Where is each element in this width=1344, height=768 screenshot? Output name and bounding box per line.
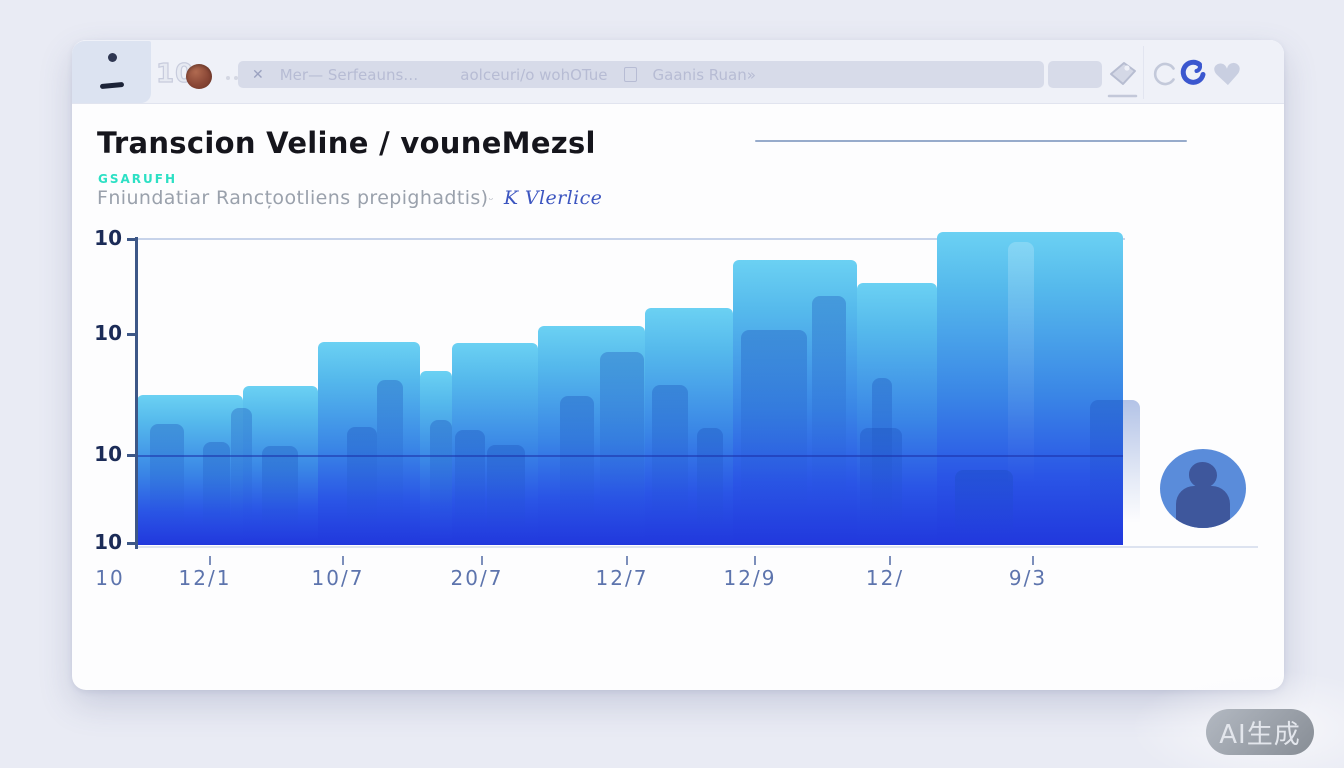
chart-bar-texture xyxy=(697,428,723,545)
chart-bar-texture xyxy=(652,385,688,545)
y-axis-line xyxy=(135,237,138,549)
chart-bar-texture xyxy=(812,296,846,545)
subtitle-mark: ᵕ xyxy=(488,193,494,207)
tab-menu-icon xyxy=(108,53,117,62)
tag-icon[interactable] xyxy=(1102,56,1146,102)
header-divider-line xyxy=(755,140,1187,142)
chart-bar xyxy=(857,283,937,545)
category-badge: GSARUFH xyxy=(98,172,178,186)
chart-bar xyxy=(645,308,733,545)
y-axis-tick xyxy=(127,454,136,457)
page-subtitle: Fniundatiar Rancțootliens prepighadtis)ᵕ… xyxy=(97,187,602,209)
address-segment: Gaanis Ruan» xyxy=(652,65,756,84)
x-axis-label: 12/1 xyxy=(178,566,232,590)
chart-bar-texture xyxy=(347,427,377,545)
x-axis-label: 12/7 xyxy=(595,566,649,590)
y-axis-tick xyxy=(127,542,136,545)
chart-bar xyxy=(452,343,538,545)
chart-bar xyxy=(137,395,243,545)
gridline-mid xyxy=(137,455,1123,457)
x-axis-label: 12/9 xyxy=(723,566,777,590)
x-axis-baseline xyxy=(137,546,1258,548)
x-axis-tick xyxy=(889,556,891,565)
chart-bar-texture xyxy=(455,430,485,545)
chrome-dot xyxy=(226,76,230,80)
x-axis-label: 9/3 xyxy=(1008,566,1048,590)
y-axis-tick xyxy=(127,238,136,241)
address-bar[interactable]: ✕ Mer— Serfeauns… aolceuri/o wohOTue Gaa… xyxy=(238,61,1044,88)
chart-bar xyxy=(243,386,318,545)
x-axis-tick xyxy=(481,556,483,565)
chart-bar-texture xyxy=(231,408,252,545)
x-axis-label: 12/ xyxy=(865,566,905,590)
chart-bar-texture xyxy=(203,442,230,545)
chart-bar xyxy=(538,326,645,545)
x-axis-tick xyxy=(342,556,344,565)
chart-bar xyxy=(937,232,1123,545)
chrome-divider xyxy=(1143,46,1144,99)
chart-bar-texture xyxy=(1008,242,1034,545)
chart-bar-texture xyxy=(955,470,1013,545)
subtitle-link[interactable]: K Vlerlice xyxy=(503,187,603,209)
chart-bar-texture xyxy=(560,396,594,545)
chart-bar-texture xyxy=(262,446,298,545)
chart-bar-texture xyxy=(1090,400,1140,545)
chart-bar-texture xyxy=(487,445,525,545)
avatar[interactable] xyxy=(1160,449,1246,528)
chart-bar-texture xyxy=(377,380,403,545)
clear-icon[interactable]: ✕ xyxy=(252,66,264,83)
circle-icon[interactable] xyxy=(1150,60,1178,88)
gridline-top xyxy=(137,238,1125,240)
ai-watermark-badge: AI生成 xyxy=(1206,709,1314,755)
chart-bar-texture xyxy=(872,378,892,545)
x-axis-label: 20/7 xyxy=(450,566,504,590)
toolbar-pill-button[interactable] xyxy=(1048,61,1102,88)
y-axis-tick xyxy=(127,333,136,336)
heart-icon[interactable]: ♥ xyxy=(1210,57,1245,94)
x-axis-label: 10/7 xyxy=(311,566,365,590)
x-axis-tick xyxy=(754,556,756,565)
chart-bar-texture xyxy=(150,424,184,545)
chart-bar-texture xyxy=(430,420,452,545)
y-axis-label: 10 xyxy=(94,321,122,345)
address-segment: Mer— Serfeauns… xyxy=(279,65,419,84)
chart-bar xyxy=(733,260,857,545)
chart-bar xyxy=(318,342,420,545)
x-axis-tick xyxy=(209,556,211,565)
x-axis-tick xyxy=(1032,556,1034,565)
chart-bar-texture xyxy=(600,352,644,545)
chart-bar-texture xyxy=(741,330,807,545)
browser-tab[interactable] xyxy=(72,41,151,103)
chart-bar-texture xyxy=(860,428,902,545)
avatar-head xyxy=(1189,462,1217,488)
page-title: Transcion Veline / vouneMezsl xyxy=(97,126,596,160)
subtitle-text: Fniundatiar Rancțootliens prepighadtis) xyxy=(97,187,489,209)
chrome-dot xyxy=(234,76,238,80)
x-axis-label: 10 xyxy=(95,566,125,590)
page-box-icon xyxy=(623,67,637,82)
x-axis-tick xyxy=(626,556,628,565)
avatar-body xyxy=(1176,486,1230,528)
chart-bar xyxy=(420,371,452,545)
address-segment: aolceuri/o wohOTue xyxy=(460,65,608,84)
favicon xyxy=(186,64,212,89)
y-axis-label: 10 xyxy=(94,442,122,466)
y-axis-label: 10 xyxy=(94,226,122,250)
y-axis-label: 10 xyxy=(94,530,122,554)
sync-spiral-icon[interactable] xyxy=(1177,58,1207,90)
